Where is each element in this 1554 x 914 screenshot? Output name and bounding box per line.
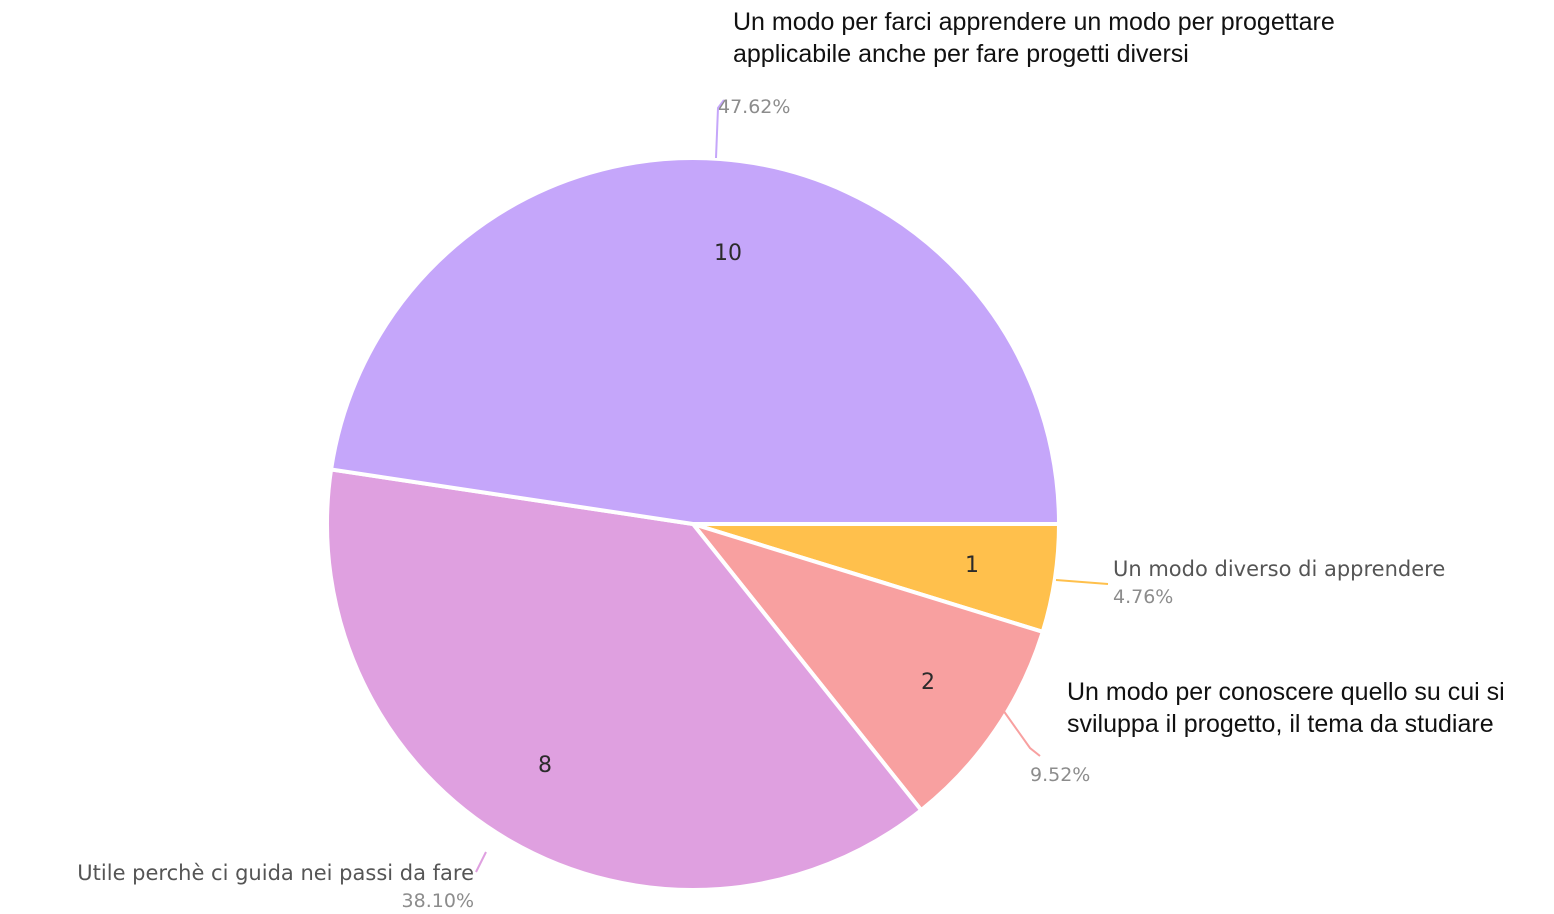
slice-count-label: 2: [921, 670, 935, 695]
slice-percent-label: 9.52%: [1030, 764, 1090, 786]
slice-counts: 1 2 8 10: [538, 241, 979, 778]
leader-line: [715, 99, 725, 159]
right-annotation-line-1: Un modo per conoscere quello su cui si: [1067, 678, 1505, 706]
slice-category-label: Un modo diverso di apprendere: [1113, 557, 1445, 581]
slice-count-label: 8: [538, 753, 552, 778]
slice-percent-label: 47.62%: [718, 96, 790, 118]
pie-slice: [328, 156, 1062, 526]
slice-category-label: Utile perchè ci guida nei passi da fare: [77, 861, 474, 885]
pie-slice: [687, 520, 1046, 813]
slice-count-label: 10: [714, 241, 742, 266]
slice-percent-label: 4.76%: [1113, 586, 1173, 608]
top-annotation-line-2: applicabile anche per fare progetti dive…: [733, 40, 1189, 68]
right-annotation-line-2: sviluppa il progetto, il tema da studiar…: [1067, 710, 1494, 738]
slice-labels: Un modo diverso di apprendere 4.76% 9.52% U…: [77, 96, 1445, 912]
pie-slice: [325, 467, 925, 892]
leader-line: [475, 851, 487, 873]
pie-slices: [325, 156, 1062, 892]
top-annotation-line-1: Un modo per farci apprendere un modo per…: [733, 8, 1335, 36]
top-annotation: Un modo per farci apprendere un modo per…: [733, 6, 1523, 92]
leader-line: [1055, 579, 1109, 585]
slice-percent-label: 38.10%: [402, 890, 474, 912]
leader-line: [997, 702, 1041, 757]
leader-lines: [475, 99, 1109, 873]
right-annotation: Un modo per conoscere quello su cui si s…: [1067, 676, 1547, 752]
slice-count-label: 1: [965, 553, 979, 578]
